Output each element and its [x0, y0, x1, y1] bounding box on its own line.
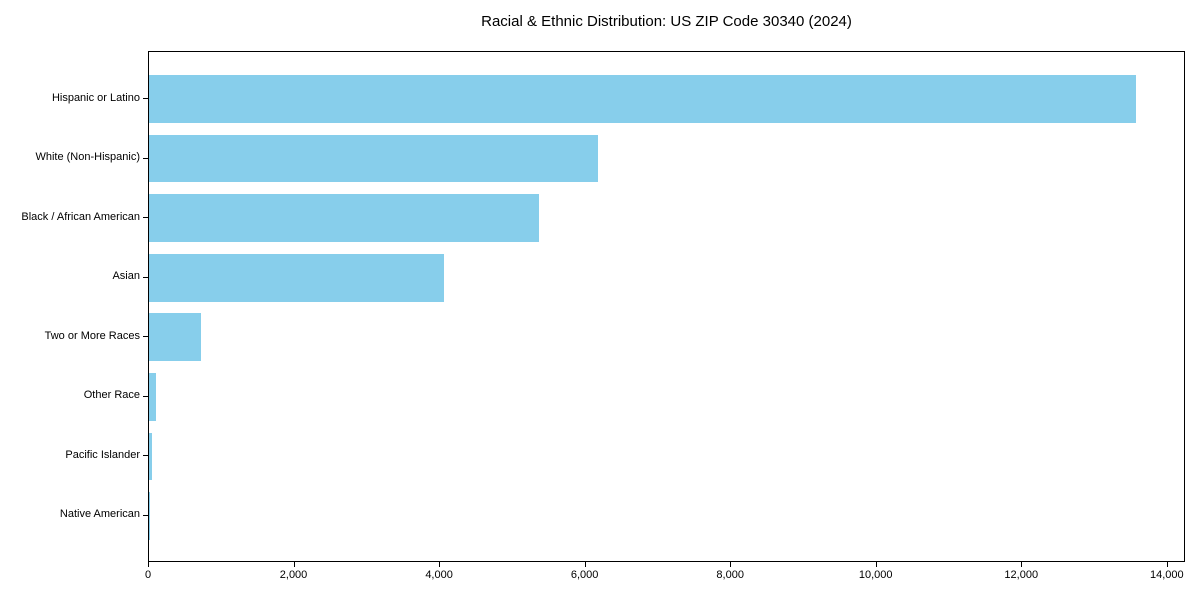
x-tick-mark [584, 562, 586, 567]
x-tick-label: 0 [144, 569, 152, 581]
x-tick-label: 14,000 [1149, 569, 1184, 581]
y-tick-mark [143, 98, 148, 100]
y-tick-label: Hispanic or Latino [51, 91, 140, 104]
bar-hispanic-or-latino [149, 75, 1136, 123]
y-tick-label: Other Race [83, 389, 140, 402]
x-tick-label: 10,000 [858, 569, 893, 581]
y-tick-label: Asian [112, 270, 140, 283]
x-tick-label: 4,000 [425, 569, 453, 581]
y-tick-label: Native American [59, 508, 140, 521]
bar-two-or-more-races [149, 313, 202, 362]
y-tick-label: Pacific Islander [65, 448, 140, 461]
x-tick-label: 2,000 [279, 569, 308, 581]
bar-other-race [149, 373, 157, 421]
bar-white-non-hispanic [149, 134, 598, 183]
y-tick-label: White (Non-Hispanic) [35, 151, 140, 164]
x-tick-mark [875, 562, 877, 567]
x-tick-label: 6,000 [570, 569, 599, 581]
y-tick-mark [143, 514, 148, 516]
y-tick-label: Two or More Races [44, 329, 140, 342]
y-tick-mark [143, 157, 148, 159]
y-tick-label: Black / African American [21, 210, 140, 223]
x-tick-mark [293, 562, 295, 567]
x-tick-mark [148, 562, 149, 567]
x-tick-label: 12,000 [1004, 569, 1039, 581]
x-tick-mark [730, 562, 732, 567]
x-tick-mark [1166, 562, 1168, 567]
y-tick-mark [143, 336, 148, 338]
x-tick-label: 8,000 [716, 569, 744, 581]
bar-native-american [149, 492, 150, 540]
chart-title: Racial & Ethnic Distribution: US ZIP Cod… [481, 13, 852, 30]
plot-area [148, 51, 1185, 562]
x-tick-mark [439, 562, 441, 567]
y-tick-mark [143, 395, 148, 397]
y-tick-mark [143, 276, 148, 278]
x-tick-mark [1021, 562, 1023, 567]
y-tick-mark [143, 455, 148, 457]
y-tick-mark [143, 217, 148, 219]
bar-asian [149, 253, 444, 302]
bar-black-african-american [149, 194, 540, 242]
bar-pacific-islander [149, 432, 152, 481]
